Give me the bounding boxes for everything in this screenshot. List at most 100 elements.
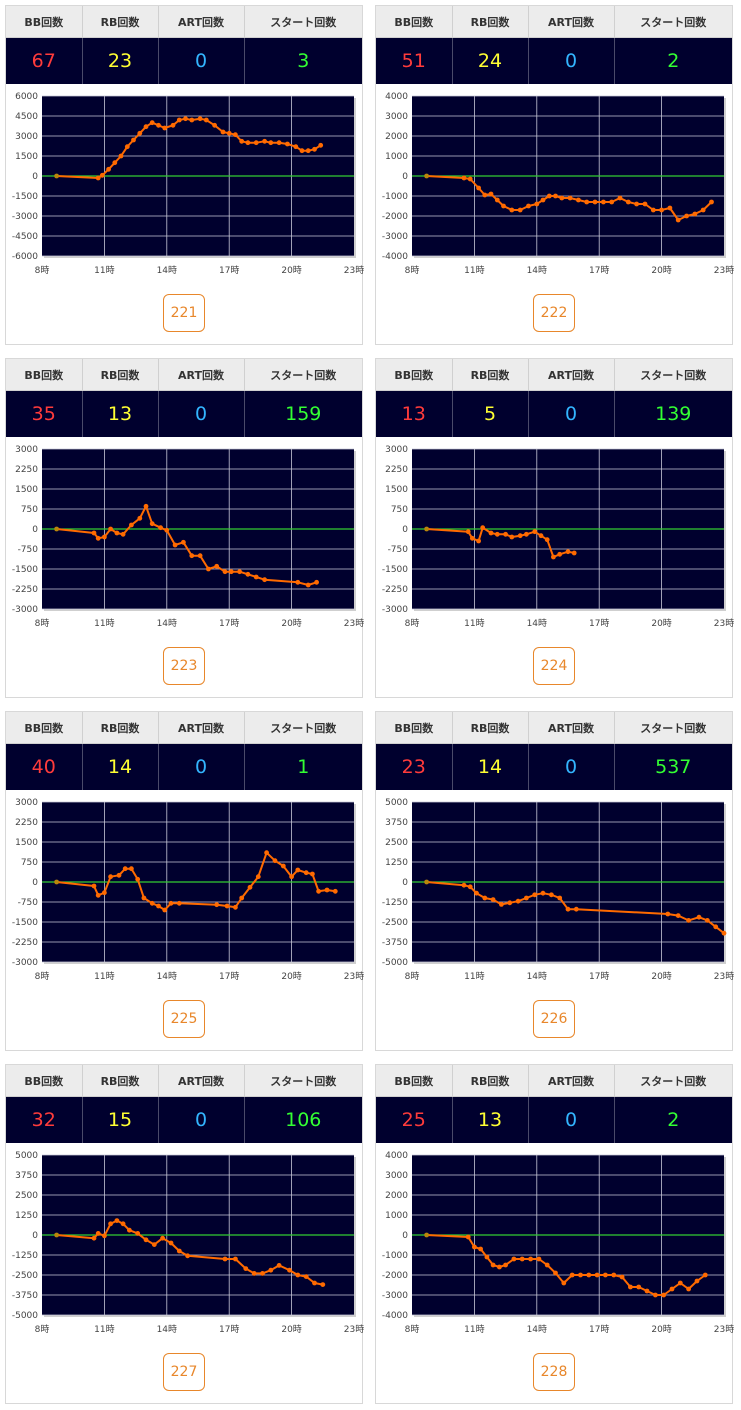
y-tick-label: 2000 xyxy=(385,1191,408,1201)
data-point xyxy=(99,172,105,178)
bb-header: BB回数 xyxy=(6,1065,83,1097)
data-point xyxy=(472,1244,477,1250)
data-point xyxy=(320,1282,326,1287)
machine-number-button[interactable]: 222 xyxy=(533,294,575,332)
y-tick-label: -1500 xyxy=(12,192,38,202)
data-point xyxy=(636,1284,642,1290)
data-point xyxy=(534,201,540,207)
y-tick-label: -2500 xyxy=(382,918,408,928)
x-tick-label: 11時 xyxy=(464,971,484,982)
data-point xyxy=(546,193,552,199)
x-tick-label: 23時 xyxy=(344,618,364,629)
y-tick-label: 2250 xyxy=(15,465,38,475)
y-tick-label: 1250 xyxy=(15,1211,38,1221)
y-tick-label: 2500 xyxy=(385,838,408,848)
y-tick-label: -4500 xyxy=(12,232,38,242)
y-tick-label: 3750 xyxy=(15,1171,38,1181)
data-point xyxy=(124,144,130,150)
x-tick-label: 8時 xyxy=(35,265,50,276)
data-point xyxy=(141,895,147,901)
data-point xyxy=(158,525,164,531)
stats-table: BB回数 RB回数 ART回数 スタート回数 67 23 0 3 xyxy=(6,6,362,84)
x-tick-label: 23時 xyxy=(344,265,364,276)
stats-value-row: 51 24 0 2 xyxy=(376,37,732,84)
data-point xyxy=(54,526,59,532)
machine-number-button[interactable]: 226 xyxy=(533,1000,575,1038)
data-point xyxy=(295,579,301,585)
x-tick-label: 17時 xyxy=(589,1324,609,1335)
machine-number-button[interactable]: 221 xyxy=(163,294,205,332)
data-point xyxy=(268,1267,274,1273)
data-point xyxy=(189,117,195,123)
y-tick-label: 0 xyxy=(402,1231,408,1241)
data-point xyxy=(285,141,290,147)
bb-count: 32 xyxy=(6,1096,83,1143)
data-point xyxy=(611,1272,617,1278)
y-tick-label: 0 xyxy=(402,525,408,535)
y-tick-label: -5000 xyxy=(12,1311,38,1321)
machine-number-button[interactable]: 223 xyxy=(163,647,205,685)
bb-header: BB回数 xyxy=(376,712,453,744)
data-point xyxy=(628,1284,633,1290)
start-header: スタート回数 xyxy=(614,359,732,391)
data-point xyxy=(251,1271,257,1276)
data-point xyxy=(519,1256,525,1262)
x-tick-label: 20時 xyxy=(651,1324,671,1335)
data-point xyxy=(661,1292,667,1298)
data-point xyxy=(239,138,245,144)
machine-number-button[interactable]: 228 xyxy=(533,1353,575,1391)
slump-chart: 3000 2250 1500 750 0 -750 -1500 -2250 -3000 8時 11時… xyxy=(12,445,364,629)
x-tick-label: 11時 xyxy=(464,618,484,629)
bb-header: BB回数 xyxy=(6,712,83,744)
data-point xyxy=(644,1288,650,1294)
y-tick-label: 6000 xyxy=(15,92,38,102)
data-point xyxy=(476,185,481,191)
data-point xyxy=(243,1266,249,1271)
data-point xyxy=(559,195,565,201)
data-point xyxy=(253,574,259,580)
stats-value-row: 13 5 0 139 xyxy=(376,390,732,437)
rb-header: RB回数 xyxy=(82,359,159,391)
x-tick-label: 17時 xyxy=(219,1324,239,1335)
data-point xyxy=(467,884,473,890)
data-point xyxy=(544,1262,550,1268)
data-point xyxy=(162,125,168,131)
data-point xyxy=(224,903,230,909)
data-point xyxy=(578,1272,583,1278)
data-point xyxy=(332,888,338,894)
data-point xyxy=(239,895,245,901)
data-point xyxy=(299,148,305,154)
x-tick-label: 17時 xyxy=(219,971,239,982)
data-point xyxy=(709,199,714,205)
y-tick-label: 3000 xyxy=(15,798,38,808)
art-count: 0 xyxy=(158,37,245,84)
data-point xyxy=(127,1227,132,1233)
x-tick-label: 14時 xyxy=(527,1324,547,1335)
data-point xyxy=(206,566,211,572)
y-tick-label: -3000 xyxy=(382,232,408,242)
bb-count: 23 xyxy=(376,743,453,790)
data-point xyxy=(143,124,149,130)
data-point xyxy=(228,569,234,575)
stats-header-row: BB回数 RB回数 ART回数 スタート回数 xyxy=(6,359,362,391)
data-point xyxy=(164,527,170,533)
data-point xyxy=(503,531,508,537)
data-point xyxy=(565,906,571,912)
machine-number-button[interactable]: 225 xyxy=(163,1000,205,1038)
start-header: スタート回数 xyxy=(244,6,362,38)
data-point xyxy=(571,550,577,556)
machine-number-button[interactable]: 224 xyxy=(533,647,575,685)
data-point xyxy=(653,1292,658,1298)
x-tick-label: 23時 xyxy=(714,971,734,982)
data-point xyxy=(634,201,639,207)
x-tick-label: 17時 xyxy=(219,265,239,276)
data-point xyxy=(603,1272,608,1278)
machine-number-button[interactable]: 227 xyxy=(163,1353,205,1391)
data-point xyxy=(91,1235,97,1241)
art-header: ART回数 xyxy=(528,6,615,38)
data-point xyxy=(659,207,664,213)
y-tick-label: -1000 xyxy=(382,192,408,202)
y-tick-label: -1500 xyxy=(12,565,38,575)
data-point xyxy=(494,531,500,537)
data-point xyxy=(551,554,556,560)
